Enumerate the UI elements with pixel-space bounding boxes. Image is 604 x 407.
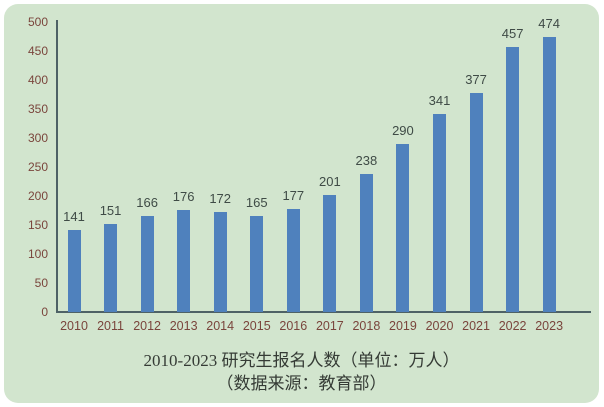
bar-value-label: 377 bbox=[465, 72, 487, 88]
y-tick-label: 100 bbox=[27, 247, 48, 261]
y-tick-label: 500 bbox=[27, 15, 48, 29]
bar-value-label: 201 bbox=[318, 174, 341, 190]
y-tick-label: 350 bbox=[27, 102, 48, 116]
x-tick-label: 2014 bbox=[206, 319, 235, 333]
x-tick-label: 2012 bbox=[133, 319, 161, 333]
x-tick-label: 2020 bbox=[425, 319, 454, 333]
bar-value-label: 474 bbox=[538, 16, 560, 32]
bar bbox=[140, 215, 154, 312]
bar bbox=[213, 212, 227, 312]
bar-value-label: 457 bbox=[501, 25, 524, 41]
bar-value-label: 177 bbox=[282, 188, 305, 204]
x-tick-label: 2010 bbox=[60, 319, 88, 333]
x-axis-line bbox=[56, 311, 591, 313]
bar bbox=[433, 114, 446, 312]
bar bbox=[250, 216, 264, 312]
y-tick-label: 250 bbox=[27, 160, 48, 174]
bar-value-label: 290 bbox=[392, 122, 414, 138]
bar bbox=[104, 224, 118, 312]
bar bbox=[67, 230, 81, 312]
bar-value-label: 176 bbox=[172, 188, 195, 204]
bar-value-label: 166 bbox=[136, 194, 158, 210]
y-tick-label: 450 bbox=[27, 44, 48, 58]
bar-value-label: 238 bbox=[355, 152, 378, 168]
y-axis-line bbox=[56, 20, 58, 313]
chart-subtitle: （数据来源：教育部） bbox=[216, 374, 387, 393]
y-tick-label: 300 bbox=[27, 131, 48, 145]
y-tick-label: 150 bbox=[27, 218, 48, 232]
bar bbox=[323, 195, 337, 312]
bar bbox=[396, 143, 410, 312]
bar-value-label: 165 bbox=[245, 195, 268, 211]
y-tick-label: 0 bbox=[41, 305, 48, 319]
x-tick-label: 2022 bbox=[498, 319, 527, 333]
x-tick-label: 2011 bbox=[97, 319, 124, 333]
chart-caption: 2010-2023 研究生报名人数（单位：万人） （数据来源：教育部） bbox=[4, 349, 599, 395]
bar bbox=[177, 209, 191, 312]
x-tick-label: 2018 bbox=[352, 319, 381, 333]
bar-value-label: 341 bbox=[428, 93, 451, 109]
y-tick-label: 200 bbox=[27, 189, 48, 203]
x-tick-label: 2023 bbox=[535, 319, 564, 333]
x-tick-label: 2017 bbox=[315, 319, 344, 333]
bar bbox=[359, 173, 373, 312]
bar bbox=[542, 37, 556, 312]
x-tick-label: 2013 bbox=[169, 319, 198, 333]
x-tick-label: 2015 bbox=[242, 319, 271, 333]
x-tick-label: 2021 bbox=[462, 319, 490, 333]
bar-value-label: 172 bbox=[209, 191, 232, 207]
bar bbox=[506, 46, 520, 312]
x-tick-label: 2016 bbox=[279, 319, 308, 333]
bar-value-label: 141 bbox=[63, 209, 85, 225]
chart-title: 2010-2023 研究生报名人数（单位：万人） bbox=[143, 351, 460, 370]
x-tick-label: 2019 bbox=[389, 319, 417, 333]
bar bbox=[469, 93, 483, 312]
y-tick-label: 400 bbox=[27, 73, 48, 87]
y-tick-label: 50 bbox=[34, 276, 48, 290]
bar bbox=[286, 209, 300, 312]
chart-panel bbox=[4, 4, 599, 403]
bar-value-label: 151 bbox=[99, 203, 122, 219]
